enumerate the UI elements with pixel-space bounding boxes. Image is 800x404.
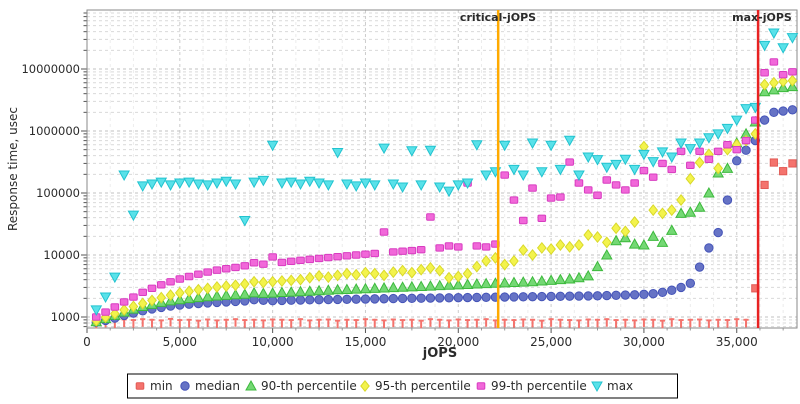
- series-max: [90, 28, 799, 316]
- critical-jops-label: critical-jOPS: [460, 11, 536, 24]
- y-tick-label: 10000000: [21, 62, 80, 76]
- x-tick-label: 5,000: [163, 335, 197, 349]
- data-points: [90, 28, 799, 329]
- x-tick-label: 15,000: [344, 335, 386, 349]
- x-tick-label: 20,000: [437, 335, 479, 349]
- legend-label-99th: 99-th percentile: [491, 379, 587, 393]
- plot-border: [86, 9, 798, 329]
- legend-label-max: max: [607, 379, 633, 393]
- legend-label-90th: 90-th percentile: [261, 379, 357, 393]
- gridlines: [87, 10, 797, 328]
- series-99-th-percentile: [91, 58, 797, 321]
- x-tick-label: 25,000: [530, 335, 572, 349]
- x-tick-label: 35,000: [716, 335, 758, 349]
- x-tick-label: 0: [83, 335, 91, 349]
- y-axis-title: Response time, usec: [6, 107, 20, 231]
- x-tick-label: 10,000: [252, 335, 294, 349]
- tick-labels: 0 5,000 10,000 15,000 20,000 25,000 30,000 35,0…: [21, 62, 757, 349]
- y-tick-label: 1000: [51, 310, 80, 324]
- x-tick-label: 30,000: [623, 335, 665, 349]
- legend-markers: [135, 379, 603, 393]
- legend-label-95th: 95-th percentile: [375, 379, 471, 393]
- y-tick-label: 1000000: [29, 124, 80, 138]
- x-axis-title: jOPS: [422, 346, 457, 361]
- series-min: [93, 158, 797, 329]
- max-jops-label: max-jOPS: [732, 11, 792, 24]
- legend-label-min: min: [150, 379, 173, 393]
- annotation-lines: [496, 10, 760, 328]
- legend-label-median: median: [195, 379, 240, 393]
- legend-box: [127, 373, 678, 399]
- y-tick-label: 10000: [43, 248, 80, 262]
- y-tick-label: 100000: [36, 186, 80, 200]
